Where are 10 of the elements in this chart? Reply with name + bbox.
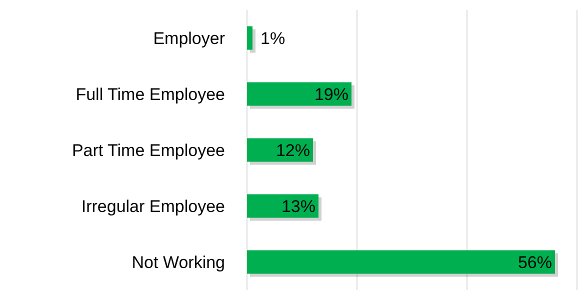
y-tick-label: Not Working (132, 252, 225, 272)
data-label: 12% (276, 140, 310, 160)
y-tick-label: Irregular Employee (81, 196, 225, 216)
y-tick-label: Employer (153, 28, 226, 48)
y-tick-label: Part Time Employee (72, 140, 225, 160)
data-label: 13% (281, 196, 316, 216)
data-label: 1% (260, 28, 286, 48)
data-label: 56% (518, 252, 552, 272)
data-label: 19% (314, 84, 348, 104)
y-tick-label: Full Time Employee (76, 84, 225, 104)
